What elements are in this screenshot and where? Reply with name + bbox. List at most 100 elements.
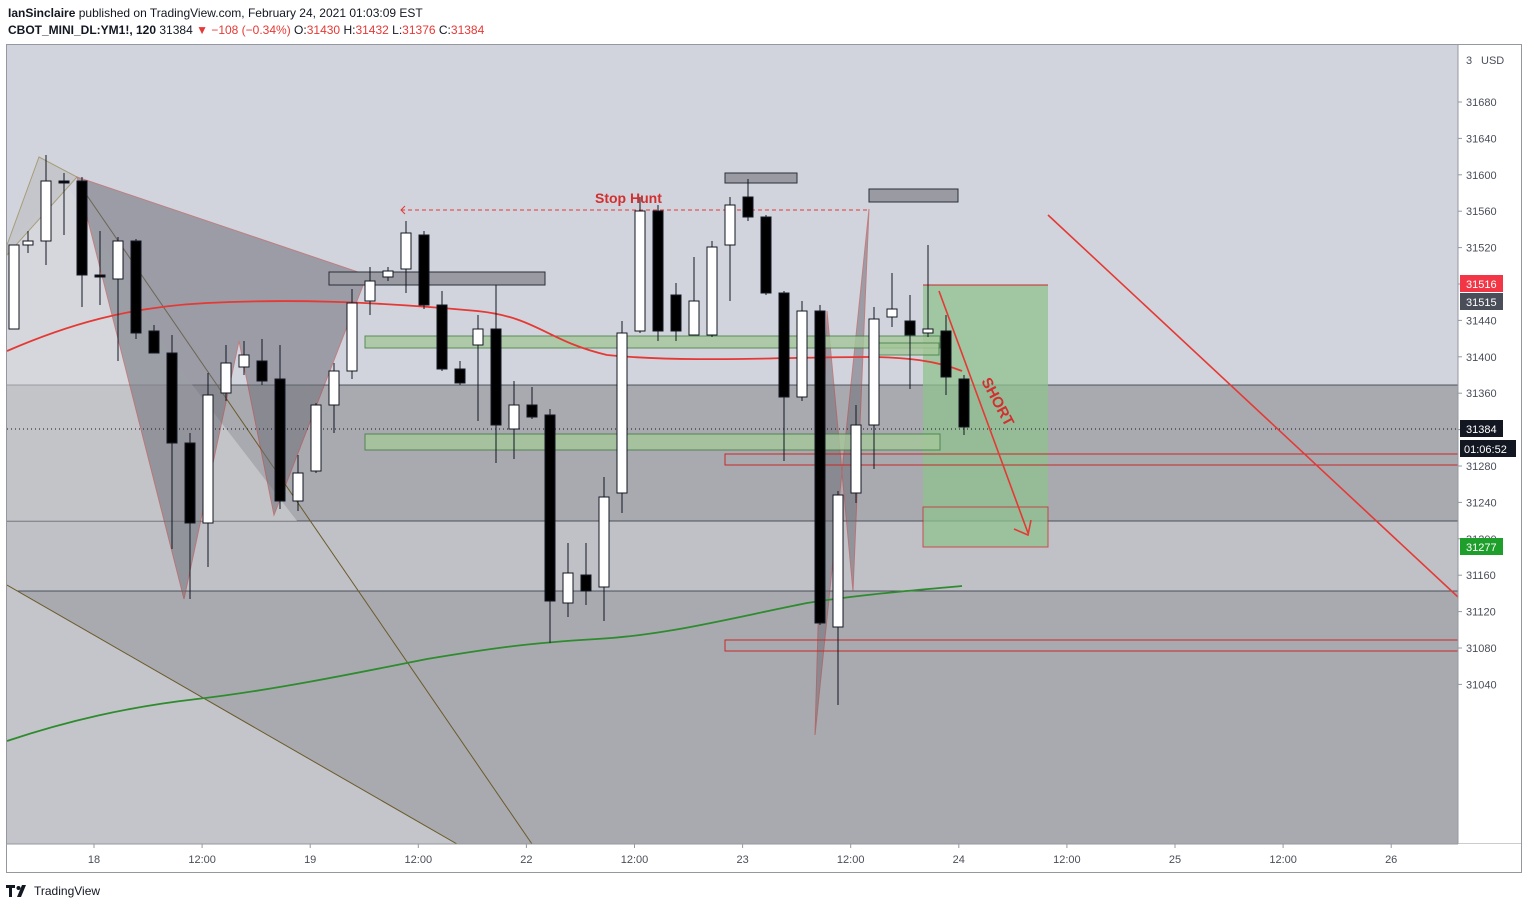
candle-bullish[interactable] — [472, 328, 484, 346]
price-tick-label: 31560 — [1466, 206, 1497, 218]
candle-bearish[interactable] — [670, 294, 682, 332]
price-tick-label: 31440 — [1466, 315, 1497, 327]
candle-bullish[interactable] — [508, 404, 520, 430]
candle-bullish[interactable] — [328, 370, 340, 406]
time-tick-label: 26 — [1385, 854, 1397, 866]
badge-target — [1460, 538, 1503, 555]
candle-bearish[interactable] — [490, 328, 502, 426]
low-label: L: — [392, 23, 403, 37]
candle-bearish[interactable] — [184, 442, 196, 524]
candle-bearish[interactable] — [526, 404, 538, 418]
candle-bullish[interactable] — [310, 404, 322, 472]
time-tick-label: 23 — [736, 854, 748, 866]
candle-bearish[interactable] — [778, 292, 790, 398]
candle-bearish[interactable] — [652, 210, 664, 332]
candle-bullish[interactable] — [112, 240, 124, 280]
candle-bullish[interactable] — [202, 394, 214, 524]
candle-bearish[interactable] — [166, 352, 178, 444]
candle-bullish[interactable] — [850, 424, 862, 494]
supply-box-2[interactable] — [724, 172, 798, 184]
supply-box-3[interactable] — [868, 188, 959, 203]
candle-bullish[interactable] — [706, 246, 718, 336]
candle-bearish[interactable] — [742, 196, 754, 218]
support-level-rect[interactable] — [724, 639, 1458, 652]
candle-bearish[interactable] — [58, 180, 70, 184]
candle-bullish[interactable] — [616, 332, 628, 494]
candle-bearish[interactable] — [148, 330, 160, 354]
candle-bullish[interactable] — [868, 318, 880, 426]
time-tick-label: 12:00 — [188, 854, 216, 866]
candle-bearish[interactable] — [130, 240, 142, 334]
candle-bullish[interactable] — [400, 232, 412, 270]
candle-bullish[interactable] — [886, 308, 898, 318]
tradingview-brand[interactable]: TradingView — [34, 884, 101, 898]
demand-box-upper[interactable] — [364, 335, 941, 349]
candle-bearish[interactable] — [94, 274, 106, 278]
resistance-level-rect[interactable] — [724, 453, 1458, 466]
candle-bullish[interactable] — [40, 180, 52, 242]
plot-area[interactable]: Stop Hunt SHORT — [7, 45, 1458, 844]
time-axis[interactable]: 18 12:00 19 12:00 22 12:00 23 12:00 24 12:00 25 12:… — [7, 843, 1521, 872]
target-zone[interactable] — [923, 285, 1048, 507]
candle-bullish[interactable] — [382, 270, 394, 278]
badge-current-text: 31384 — [1466, 424, 1497, 436]
symbol-name[interactable]: CBOT_MINI_DL:YM1!, 120 — [8, 23, 157, 37]
target-box[interactable] — [922, 506, 1049, 548]
candle-bearish[interactable] — [274, 378, 286, 502]
candle-bullish[interactable] — [562, 572, 574, 604]
candle-bullish[interactable] — [598, 496, 610, 588]
time-tick-label: 18 — [88, 854, 100, 866]
candle-bullish[interactable] — [292, 472, 304, 502]
last-price: 31384 — [159, 23, 193, 37]
candle-bearish[interactable] — [958, 378, 970, 428]
candle-bullish[interactable] — [364, 280, 376, 302]
badge-upper — [1460, 275, 1503, 292]
price-tick-label: 31120 — [1466, 607, 1496, 619]
chart-canvas[interactable]: Stop Hunt SHORT 3 USD 31680 31640 31600 315… — [7, 45, 1521, 872]
downtrend-line[interactable] — [1047, 214, 1458, 598]
demand-box-lower[interactable] — [364, 433, 941, 451]
candle-bearish[interactable] — [418, 234, 430, 306]
open-value: 31430 — [306, 23, 341, 37]
price-axis-unit[interactable]: USD — [1481, 55, 1504, 67]
trendline-lower[interactable] — [7, 584, 458, 844]
author-name[interactable]: IanSinclaire — [8, 6, 76, 20]
candle-bullish[interactable] — [724, 204, 736, 246]
candle-bearish[interactable] — [544, 414, 556, 602]
candle-bullish[interactable] — [22, 240, 34, 246]
price-tick-label: 31400 — [1466, 352, 1497, 364]
footer: TradingView — [6, 880, 100, 902]
candle-bullish[interactable] — [8, 244, 20, 330]
candle-bearish[interactable] — [940, 330, 952, 378]
price-tick-label: 31280 — [1466, 461, 1497, 473]
candle-bearish[interactable] — [76, 180, 88, 276]
candle-bearish[interactable] — [580, 574, 592, 592]
candle-bearish[interactable] — [436, 304, 448, 370]
candle-bullish[interactable] — [220, 362, 232, 394]
tradingview-logo-icon[interactable] — [6, 884, 30, 898]
price-axis[interactable]: 3 USD 3168031640316003156031520314803144… — [1457, 45, 1521, 872]
candle-bullish[interactable] — [922, 328, 934, 334]
candle-bullish[interactable] — [238, 354, 250, 368]
candle-bullish[interactable] — [832, 494, 844, 628]
badge-countdown — [1460, 440, 1516, 457]
supply-box-1[interactable] — [328, 271, 546, 286]
short-projection-arrow[interactable] — [938, 290, 1029, 534]
ema-slow-line[interactable] — [7, 585, 963, 742]
candle-bearish[interactable] — [904, 320, 916, 336]
candle-bullish[interactable] — [688, 300, 700, 336]
chart-header: IanSinclaire published on TradingView.co… — [0, 0, 1528, 44]
candle-bullish[interactable] — [796, 310, 808, 398]
candle-bearish[interactable] — [256, 360, 268, 382]
candles-group[interactable] — [8, 155, 970, 705]
candle-bearish[interactable] — [760, 216, 772, 294]
chart-frame[interactable]: Stop Hunt SHORT 3 USD 31680 31640 31600 315… — [6, 44, 1522, 873]
mid-zone-band — [7, 521, 1458, 591]
candle-bearish[interactable] — [454, 368, 466, 384]
stop-hunt-label[interactable]: Stop Hunt — [595, 190, 662, 206]
candle-bullish[interactable] — [634, 210, 646, 332]
candle-bullish[interactable] — [346, 302, 358, 372]
candle-bearish[interactable] — [814, 310, 826, 624]
ema-fast-line[interactable] — [7, 300, 963, 372]
high-value: 31432 — [355, 23, 389, 37]
